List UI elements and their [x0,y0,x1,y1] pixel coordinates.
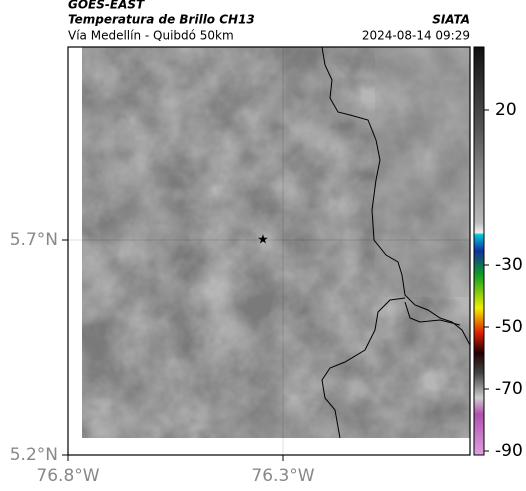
colorbar [473,46,485,456]
location-marker: ★ [257,233,269,248]
map-frame [67,46,471,456]
lat-tick-label: 5.7°N [10,230,58,250]
region: Vía Medellín - Quibdó 50km [68,29,234,43]
lat-tick-label: 5.2°N [10,445,58,465]
subtitle: Temperatura de Brillo CH13 [68,13,255,27]
bright-region [375,47,470,297]
cloud-texture [82,47,470,438]
lon-tick-label: 76.8°W [36,466,99,486]
datetime: 2024-08-14 09:29 [362,29,470,43]
colorbar-tick-label: -90 [495,441,523,461]
colorbar-tick-label: -70 [495,379,523,399]
source: SIATA [432,13,470,27]
colorbar-tick-label: -30 [495,255,523,275]
title: GOES-EAST [68,0,145,12]
lon-tick-label: 76.3°W [251,466,314,486]
border-line [321,46,471,346]
border-line [404,301,461,326]
border-line [321,297,406,439]
colorbar-tick-label: -50 [495,317,523,337]
colorbar-tick-label: 20 [495,100,517,120]
